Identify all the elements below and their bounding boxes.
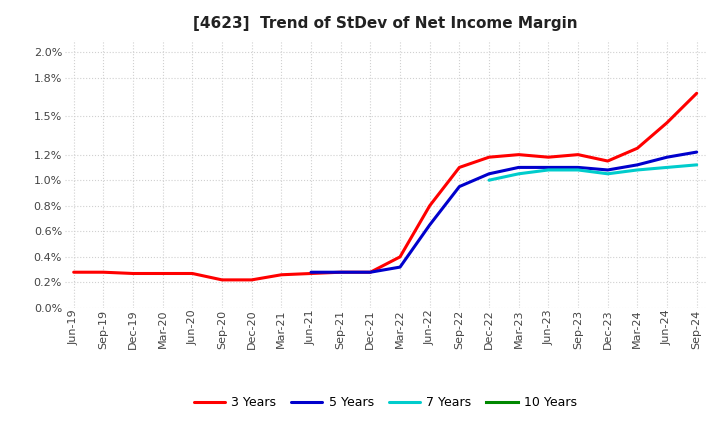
Legend: 3 Years, 5 Years, 7 Years, 10 Years: 3 Years, 5 Years, 7 Years, 10 Years <box>189 392 582 414</box>
Title: [4623]  Trend of StDev of Net Income Margin: [4623] Trend of StDev of Net Income Marg… <box>193 16 577 32</box>
